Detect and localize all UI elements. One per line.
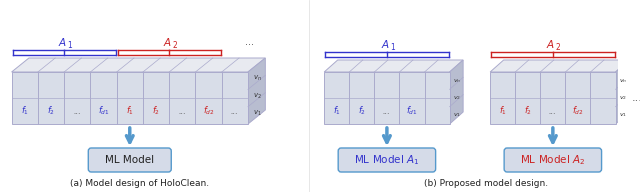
Polygon shape (616, 60, 629, 124)
Text: 2: 2 (172, 41, 177, 50)
Text: $f_1$: $f_1$ (20, 105, 29, 117)
Text: (a) Model design of HoloClean.: (a) Model design of HoloClean. (70, 179, 209, 188)
Text: $f_2$: $f_2$ (47, 105, 55, 117)
FancyBboxPatch shape (490, 72, 616, 124)
Text: 1: 1 (390, 42, 394, 51)
Text: 2: 2 (556, 42, 561, 51)
Text: $A$: $A$ (381, 38, 390, 50)
Text: $v_1$: $v_1$ (253, 109, 262, 118)
Text: $v_n$: $v_n$ (453, 77, 461, 85)
Text: ...: ... (632, 93, 640, 103)
Text: $f_1$: $f_1$ (333, 105, 340, 117)
Text: (b) Proposed model design.: (b) Proposed model design. (424, 179, 548, 188)
Text: $v_n$: $v_n$ (253, 73, 262, 83)
Text: $f_2$: $f_2$ (524, 105, 532, 117)
Text: $v_1$: $v_1$ (453, 111, 461, 119)
Text: $f_{d1}$: $f_{d1}$ (98, 105, 109, 117)
Text: $A$: $A$ (547, 38, 556, 50)
Polygon shape (490, 60, 629, 72)
Text: ...: ... (383, 107, 391, 116)
Text: $v_2$: $v_2$ (453, 94, 461, 102)
Text: $v_n$: $v_n$ (619, 77, 627, 85)
Polygon shape (12, 58, 266, 72)
Text: $f_1$: $f_1$ (499, 105, 507, 117)
Text: $v_2$: $v_2$ (253, 91, 262, 100)
Polygon shape (248, 58, 266, 124)
Text: $f_{d1}$: $f_{d1}$ (406, 105, 418, 117)
FancyBboxPatch shape (88, 148, 172, 172)
Text: ...: ... (549, 107, 557, 116)
FancyBboxPatch shape (324, 72, 450, 124)
Text: ML Model $A_2$: ML Model $A_2$ (520, 153, 586, 167)
Text: $v_1$: $v_1$ (620, 111, 627, 119)
Text: $v_2$: $v_2$ (620, 94, 627, 102)
Text: $f_2$: $f_2$ (358, 105, 366, 117)
Text: ML Model $A_1$: ML Model $A_1$ (354, 153, 420, 167)
Text: ...: ... (74, 107, 81, 116)
FancyBboxPatch shape (338, 148, 436, 172)
Text: 1: 1 (67, 41, 72, 50)
Text: $A$: $A$ (58, 36, 67, 48)
Text: ...: ... (179, 107, 186, 116)
Text: $f_2$: $f_2$ (152, 105, 160, 117)
FancyBboxPatch shape (12, 72, 248, 124)
Text: ...: ... (231, 107, 239, 116)
Polygon shape (450, 60, 463, 124)
Text: ML Model: ML Model (105, 155, 154, 165)
Text: $f_{d2}$: $f_{d2}$ (572, 105, 584, 117)
Text: $f_1$: $f_1$ (125, 105, 134, 117)
FancyBboxPatch shape (504, 148, 602, 172)
Text: $f_{d2}$: $f_{d2}$ (203, 105, 214, 117)
Polygon shape (324, 60, 463, 72)
Text: $A$: $A$ (163, 36, 172, 48)
Text: ...: ... (246, 37, 255, 47)
